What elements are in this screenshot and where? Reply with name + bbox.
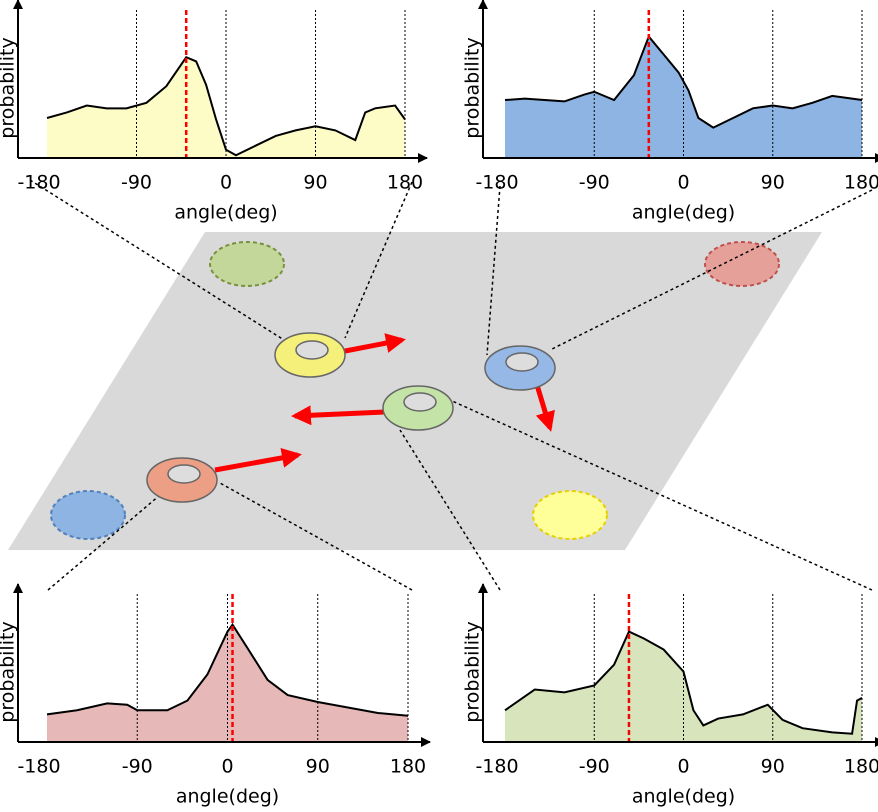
goal [705, 242, 779, 286]
y-axis-label: probability [462, 37, 484, 138]
x-axis-label: angle(deg) [174, 202, 277, 224]
x-tick-label: 0 [677, 172, 689, 194]
x-tick-label: -180 [17, 756, 60, 778]
x-tick-label: 90 [306, 756, 330, 778]
goal [51, 491, 125, 539]
y-axis-label: probability [462, 621, 484, 722]
goal [533, 491, 607, 539]
figure: -180 -90 0 90 180 angle(deg) probability -180 -9… [0, 0, 878, 812]
x-tick-label: -180 [475, 756, 518, 778]
x-tick-label: -180 [17, 172, 60, 194]
x-tick-label: -90 [579, 172, 610, 194]
x-tick-label: -90 [122, 756, 153, 778]
x-tick-label: -180 [475, 172, 518, 194]
x-axis-label: angle(deg) [632, 202, 735, 224]
x-tick-label: 180 [387, 172, 423, 194]
x-tick-label: 180 [844, 172, 878, 194]
y-axis-label: probability [0, 37, 19, 138]
y-axis-label: probability [0, 621, 19, 722]
goal [210, 242, 284, 286]
x-tick-label: 0 [220, 172, 232, 194]
x-axis-label: angle(deg) [176, 786, 279, 808]
x-tick-label: -90 [579, 756, 610, 778]
x-tick-label: 90 [761, 756, 785, 778]
scene [8, 180, 872, 590]
x-tick-label: 90 [303, 172, 327, 194]
x-tick-label: -90 [121, 172, 152, 194]
x-tick-label: 0 [677, 756, 689, 778]
x-tick-label: 90 [761, 172, 785, 194]
x-tick-label: 180 [390, 756, 426, 778]
x-axis-label: angle(deg) [632, 786, 735, 808]
x-tick-label: 180 [844, 756, 878, 778]
x-tick-label: 0 [221, 756, 233, 778]
